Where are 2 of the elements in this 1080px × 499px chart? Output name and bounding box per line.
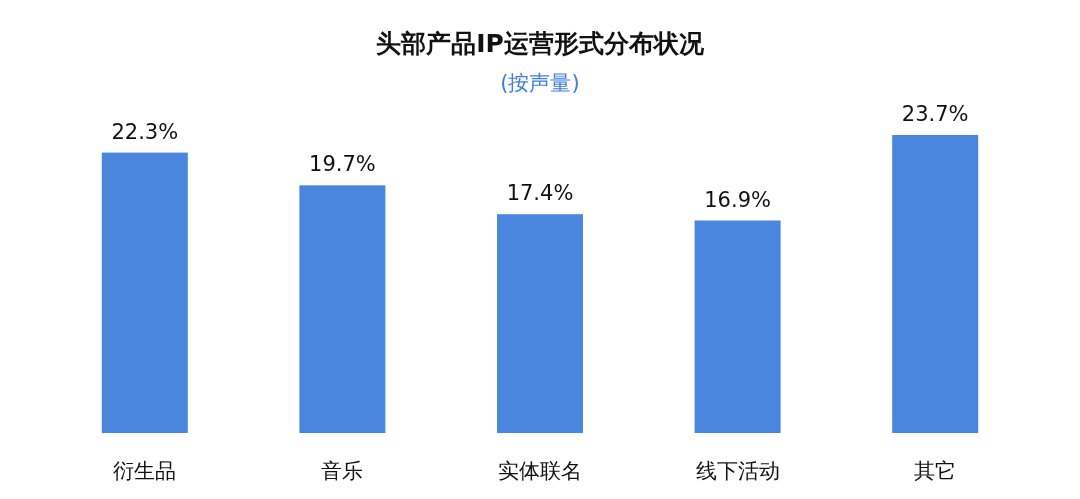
title: 头部产品IP运营形式分布状况 (376, 29, 704, 58)
subtitle: (按声量) (500, 71, 580, 95)
